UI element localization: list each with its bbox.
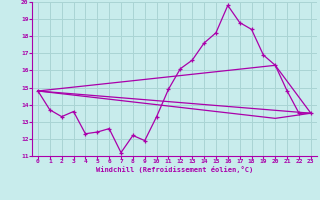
X-axis label: Windchill (Refroidissement éolien,°C): Windchill (Refroidissement éolien,°C): [96, 166, 253, 173]
